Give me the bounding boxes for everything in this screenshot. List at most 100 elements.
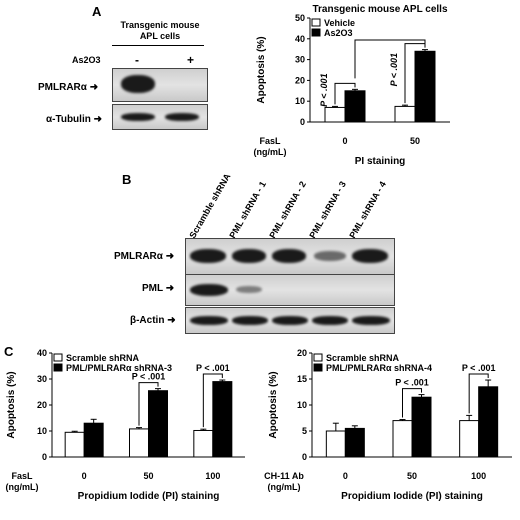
significance-bracket <box>138 382 159 426</box>
y-tick-label: 10 <box>297 400 307 410</box>
significance-bracket <box>402 388 422 418</box>
bar-series-1 <box>325 430 346 458</box>
x-tick-label: 100 <box>205 471 220 481</box>
y-tick-label: 10 <box>37 426 47 436</box>
chart-a-apoptosis: Transgenic mouse APL cells 0 10 20 30 40 50 Apo… <box>254 4 450 167</box>
blot-band <box>352 249 388 263</box>
x-prefix-label: CH-11 Ab <box>264 471 304 481</box>
blot-a-tubulin <box>112 104 208 130</box>
bar-series-2 <box>414 50 436 123</box>
treatment-label: As2O3 <box>72 55 101 65</box>
legend-swatch <box>313 353 323 362</box>
x-axis-label: Propidium Iodide (PI) staining <box>341 491 483 502</box>
x-tick-label: 0 <box>82 471 87 481</box>
row-label: α-Tubulin <box>46 114 91 125</box>
x-prefix-unit: (ng/mL) <box>268 482 301 492</box>
arrow-icon: ➜ <box>165 251 175 262</box>
bar-series-1 <box>193 429 214 458</box>
significance-bracket <box>404 43 426 104</box>
arrow-icon: ➜ <box>167 315 176 326</box>
legend-swatch <box>311 28 321 37</box>
significance-bracket <box>468 373 489 414</box>
lane-minus: - <box>135 53 139 67</box>
p-value-label: P < .001 <box>132 372 166 382</box>
chart-c-left-apoptosis: 0 10 20 30 40 Apoptosis (%) 0 50 100 FasL(ng/mL) P… <box>6 348 245 502</box>
y-tick-label: 30 <box>37 374 47 384</box>
bar-series-2 <box>148 390 168 458</box>
blot-band <box>121 113 155 121</box>
blot-a-row-tubulin: α-Tubulin ➜ <box>46 114 102 125</box>
blot-a-title: Transgenic mouse APL cells <box>100 20 220 42</box>
x-tick-label: 0 <box>342 136 347 146</box>
row-label: PMLRARα <box>38 82 87 93</box>
lane-label: PML shRNA - 4 <box>347 179 389 240</box>
y-axis-label: Apoptosis (%) <box>268 371 279 438</box>
bar-series-2 <box>344 427 365 458</box>
y-tick-label: 0 <box>300 117 305 127</box>
bar-series-2 <box>411 396 432 458</box>
bar-series-1 <box>64 431 85 458</box>
x-prefix-unit: (ng/mL) <box>254 147 287 157</box>
blot-a-title-line2: APL cells <box>139 31 181 41</box>
lane-label: PML shRNA - 2 <box>267 179 309 240</box>
arrow-icon: ➜ <box>93 114 103 125</box>
y-tick-label: 50 <box>295 13 305 23</box>
legend-label: PML/PMLRARα shRNA-3 <box>66 363 172 373</box>
blot-band <box>272 249 306 263</box>
legend-label: PML/PMLRARα shRNA-4 <box>326 363 432 373</box>
lane-label: PML shRNA - 1 <box>227 179 269 240</box>
blot-band <box>312 316 348 325</box>
blot-b-pmlrara <box>185 238 395 275</box>
x-axis-label: Propidium Iodide (PI) staining <box>78 491 220 502</box>
significance-bracket <box>202 373 223 428</box>
x-tick-label: 50 <box>143 471 153 481</box>
bar-series-1 <box>394 105 416 123</box>
y-tick-label: 40 <box>295 34 305 44</box>
p-value-label: P < .001 <box>196 363 230 373</box>
arrow-icon: ➜ <box>165 283 175 294</box>
blot-band <box>165 113 199 121</box>
comparison-bracket <box>354 39 426 79</box>
p-value-label: P < .001 <box>319 73 329 106</box>
bar-series-2 <box>83 422 104 458</box>
x-prefix-label: FasL <box>11 471 33 481</box>
row-label: β-Actin <box>130 315 165 326</box>
p-value-label: P < .001 <box>395 378 429 388</box>
blot-band <box>232 249 266 263</box>
blot-band <box>190 249 226 263</box>
y-tick-label: 0 <box>42 452 47 462</box>
blot-b-pml <box>185 274 395 306</box>
bar-series-1 <box>129 428 149 458</box>
p-value-label: P < .001 <box>389 53 399 86</box>
legend-swatch <box>313 363 323 372</box>
significance-bracket <box>334 82 356 105</box>
legend-label: Scramble shRNA <box>326 353 400 363</box>
blot-a-pmlrara <box>112 68 208 102</box>
y-tick-label: 15 <box>297 374 307 384</box>
x-tick-label: 50 <box>410 136 420 146</box>
x-tick-label: 100 <box>471 471 486 481</box>
bar-series-2 <box>212 381 233 458</box>
chart-title: Transgenic mouse APL cells <box>312 4 447 15</box>
bar-series-2 <box>344 90 366 123</box>
blot-b-row-pml: PML ➜ <box>142 283 174 294</box>
blot-band <box>272 316 308 325</box>
y-axis-label: Apoptosis (%) <box>6 371 17 438</box>
x-axis-label: PI staining <box>355 156 406 167</box>
blot-b-row-actin: β-Actin ➜ <box>130 315 176 326</box>
x-tick-label: 0 <box>343 471 348 481</box>
blot-band <box>314 251 346 261</box>
legend-label: Vehicle <box>324 18 355 28</box>
blot-band <box>352 316 390 325</box>
legend-swatch <box>53 353 63 362</box>
y-axis-label: Apoptosis (%) <box>256 36 267 103</box>
y-tick-label: 0 <box>302 452 307 462</box>
y-tick-label: 10 <box>295 96 305 106</box>
y-tick-label: 20 <box>295 75 305 85</box>
blot-b-actin <box>185 307 395 334</box>
blot-band <box>236 286 262 293</box>
y-tick-label: 20 <box>37 400 47 410</box>
bar-series-1 <box>459 420 480 458</box>
y-tick-label: 5 <box>302 426 307 436</box>
blot-band <box>232 316 268 325</box>
